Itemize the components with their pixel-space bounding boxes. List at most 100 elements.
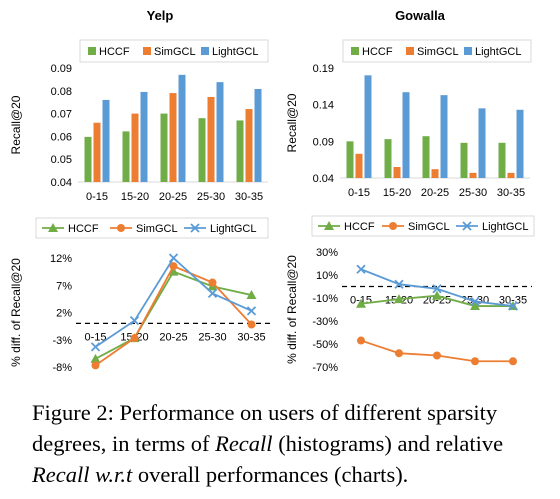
- caption-text: Figure 2: Performance on users of differ…: [32, 400, 498, 456]
- y-tick-label: 0.04: [51, 177, 72, 189]
- legend-label: LightGCL: [212, 46, 258, 58]
- axis-label-y: Recall@20: [285, 93, 299, 152]
- marker-cross: [207, 288, 218, 299]
- marker-triangle: [90, 353, 101, 363]
- bar: [122, 131, 130, 182]
- marker-circle: [169, 262, 178, 271]
- y-tick-label: 0.05: [51, 154, 72, 166]
- marker-triangle: [432, 290, 442, 300]
- x-tick-label: 0-15: [86, 191, 108, 203]
- y-tick-label: 0.04: [313, 173, 334, 185]
- x-tick-label: 0-15: [84, 331, 106, 343]
- marker-cross: [190, 223, 200, 233]
- legend: HCCF SimGCL LightGCL: [88, 46, 258, 58]
- bar: [131, 113, 139, 182]
- y-tick-label: 30%: [316, 247, 338, 259]
- y-tick-label: 0.09: [313, 136, 334, 148]
- legend-box: [79, 39, 269, 63]
- legend-swatch: [88, 47, 96, 55]
- y-tick-label: 0.14: [313, 100, 334, 112]
- x-tick-label: 30-35: [499, 295, 527, 307]
- bar: [84, 136, 92, 182]
- caption-emphasis: Recall: [215, 431, 273, 456]
- yelp-line-chart: HCCFSimGCLLightGCL-8%-3%2%7%12%0-1515-20…: [9, 217, 271, 374]
- bar: [469, 172, 477, 178]
- bar: [402, 92, 410, 178]
- marker-cross: [470, 296, 480, 307]
- gowalla-bar-chart: Gowalla HCCF SimGCL LightGCL 0.04 0.09 0.14 0.…: [285, 8, 532, 199]
- marker-circle: [433, 351, 441, 360]
- gowalla-line-chart: HCCF SimGCL LightGCL -70% -50% -30% -10% 10% 30%…: [285, 215, 535, 374]
- x-tick-label: 25-30: [198, 331, 226, 343]
- marker-cross: [508, 301, 518, 311]
- marker-cross: [394, 279, 404, 289]
- bar: [198, 118, 206, 182]
- marker-circle: [471, 357, 479, 366]
- chart-title: Gowalla: [395, 8, 446, 23]
- legend-label: SimGCL: [136, 223, 178, 235]
- y-tick-label: -70%: [312, 362, 338, 374]
- marker-circle: [389, 222, 397, 230]
- marker-cross: [90, 342, 101, 352]
- bar: [355, 153, 363, 178]
- caption-text: (histograms) and relative: [272, 431, 504, 456]
- legend-swatch: [201, 47, 209, 55]
- series-line: [95, 270, 252, 360]
- legend-box: [35, 217, 269, 239]
- marker-circle: [130, 334, 139, 343]
- legend-swatch: [406, 47, 414, 55]
- bar: [102, 99, 110, 182]
- marker-cross: [462, 221, 472, 231]
- bar: [160, 113, 168, 182]
- marker-circle: [357, 336, 365, 345]
- bar: [216, 82, 224, 182]
- legend-box: [311, 215, 535, 237]
- x-tick-label: 15-20: [383, 187, 411, 199]
- bar: [169, 93, 177, 182]
- legend-label: LightGCL: [482, 221, 528, 233]
- y-tick-label: 0.07: [51, 109, 72, 121]
- marker-triangle: [246, 290, 257, 300]
- bar: [346, 141, 354, 178]
- marker-triangle: [356, 298, 366, 308]
- legend-swatch: [143, 47, 151, 55]
- marker-cross: [168, 253, 179, 263]
- y-tick-label: -10%: [312, 293, 338, 305]
- legend-label: HCCF: [362, 46, 393, 58]
- legend-label: SimGCL: [417, 46, 459, 58]
- marker-circle: [91, 361, 100, 370]
- marker-circle: [208, 278, 217, 287]
- bar: [422, 136, 430, 178]
- chart-title: Yelp: [147, 8, 174, 23]
- y-tick-label: -8%: [52, 362, 72, 374]
- x-tick-label: 30-35: [235, 191, 263, 203]
- marker-circle: [117, 224, 125, 232]
- y-tick-label: 0.09: [51, 63, 72, 75]
- y-tick-label: 10%: [316, 270, 338, 282]
- yelp-bar-chart: Yelp HCCF SimGCL LightGCL 0.04 0.05 0.06 0.07 0…: [9, 8, 269, 203]
- y-tick-label: -30%: [312, 316, 338, 328]
- bar: [516, 109, 524, 178]
- legend-label: SimGCL: [408, 221, 450, 233]
- legend-label: HCCF: [344, 221, 375, 233]
- legend-label: LightGCL: [475, 46, 521, 58]
- y-tick-label: 12%: [50, 253, 72, 265]
- bar: [393, 167, 401, 178]
- legend: HCCF SimGCL LightGCL: [318, 221, 528, 233]
- marker-cross: [432, 284, 442, 294]
- bar: [254, 88, 262, 182]
- x-tick-label: 0-15: [348, 187, 370, 199]
- x-tick-label: 25-30: [197, 191, 225, 203]
- x-tick-label: 30-35: [237, 331, 265, 343]
- legend-box: [342, 39, 532, 63]
- bar: [245, 109, 253, 182]
- bar: [178, 74, 186, 182]
- legend-label: LightGCL: [210, 223, 256, 235]
- marker-triangle: [470, 301, 480, 311]
- marker-triangle: [48, 223, 58, 232]
- x-tick-label: 15-20: [121, 191, 149, 203]
- bar: [431, 169, 439, 178]
- y-tick-label: -50%: [312, 339, 338, 351]
- axis-label-y: % diff. of Recall@20: [285, 255, 299, 364]
- y-tick-label: 0.08: [51, 86, 72, 98]
